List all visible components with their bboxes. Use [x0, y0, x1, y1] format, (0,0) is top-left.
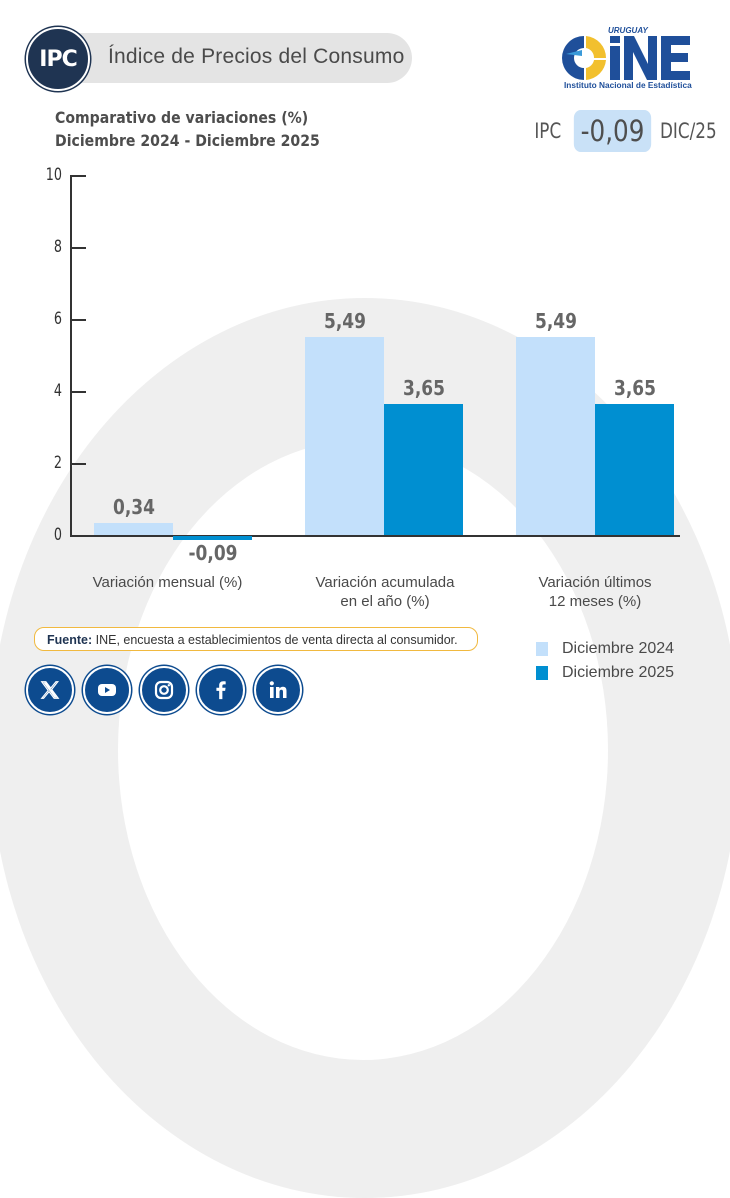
bar-value-label: 3,65: [402, 375, 445, 400]
subtitle-line-2: Diciembre 2024 - Diciembre 2025: [55, 131, 320, 150]
x-axis: [70, 535, 680, 537]
source-text: INE, encuesta a establecimientos de vent…: [92, 633, 458, 647]
y-tick-label: 4: [53, 381, 62, 401]
subtitle-line-1: Comparativo de variaciones (%): [55, 108, 309, 127]
social-links: [26, 666, 302, 714]
category-label-acumulada: Variación acumulada en el año (%): [315, 574, 455, 610]
y-tick-label: 6: [53, 309, 62, 329]
category-label-mensual: Variación mensual (%): [92, 574, 243, 591]
legend-item-2024: Diciembre 2024: [536, 637, 674, 661]
bar-2025: [595, 403, 674, 535]
chart-legend: Diciembre 2024 Diciembre 2025: [536, 637, 674, 685]
y-tick-label: 2: [53, 453, 62, 473]
bar-value-label: 0,34: [112, 494, 155, 519]
bar-value-label: 5,49: [534, 309, 577, 334]
legend-swatch: [536, 666, 548, 680]
linkedin-icon[interactable]: [254, 666, 302, 714]
bar-value-label: -0,09: [187, 541, 238, 565]
youtube-icon[interactable]: [83, 666, 131, 714]
source-note: Fuente: INE, encuesta a establecimientos…: [34, 627, 478, 651]
bar-2025: [384, 403, 463, 535]
source-label: Fuente:: [47, 633, 93, 647]
instagram-icon[interactable]: [140, 666, 188, 714]
bar-2024: [94, 522, 173, 535]
category-label-12-meses: Variación últimos 12 meses (%): [538, 574, 652, 610]
ine-logo: URUGUAY Instituto Nacional de Estadístic…: [562, 26, 692, 90]
y-tick: [70, 175, 86, 177]
bar-2024: [516, 337, 595, 535]
y-axis: [70, 175, 72, 536]
logo-country: URUGUAY: [608, 26, 649, 35]
y-tick-label: 8: [53, 237, 62, 257]
y-tick: [70, 391, 86, 393]
bar-value-label: 5,49: [323, 309, 366, 334]
y-tick: [70, 319, 86, 321]
kpi-period: DIC/25: [659, 119, 717, 143]
x-icon[interactable]: [26, 666, 74, 714]
header-pill: [60, 33, 412, 83]
facebook-icon[interactable]: [197, 666, 245, 714]
bar-2025: [173, 536, 252, 540]
chart-subtitle: Comparativo de variaciones (%) Diciembre…: [55, 106, 320, 152]
legend-item-2025: Diciembre 2025: [536, 661, 674, 685]
bar-value-label: 3,65: [613, 375, 656, 400]
kpi-value: -0,09: [573, 110, 651, 152]
y-tick: [70, 463, 86, 465]
y-tick: [70, 247, 86, 249]
bar-2024: [305, 337, 384, 535]
ipc-kpi: IPC -0,09 DIC/25: [531, 110, 730, 152]
legend-swatch: [536, 642, 548, 656]
page-title: Índice de Precios del Consumo: [108, 45, 405, 68]
logo-name: Instituto Nacional de Estadística: [564, 80, 692, 90]
ipc-badge: IPC: [26, 27, 90, 91]
y-tick-label: 0: [53, 525, 62, 545]
kpi-label: IPC: [534, 119, 562, 143]
y-tick-label: 10: [45, 165, 62, 185]
